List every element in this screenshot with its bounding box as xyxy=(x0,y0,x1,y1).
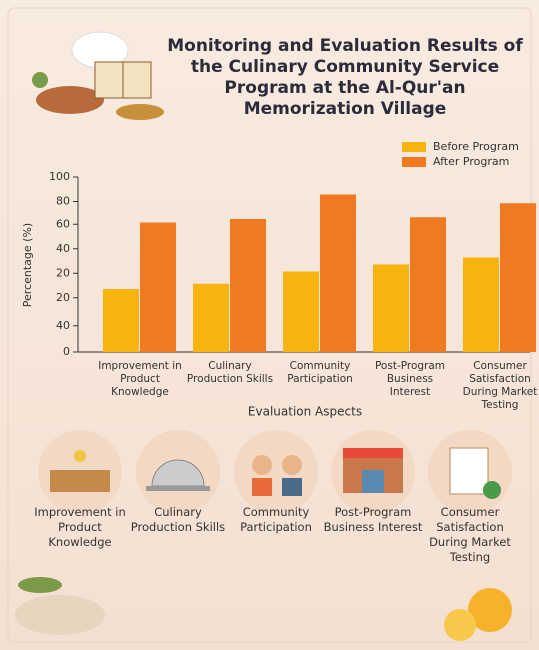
icon-label: Culinary Production Skills xyxy=(130,505,226,534)
x-tick-label: Community Participation xyxy=(287,360,353,385)
y-tick-label: 60 xyxy=(56,217,70,230)
bar xyxy=(230,219,266,352)
y-tick-label: 20 xyxy=(56,266,70,279)
bar xyxy=(463,257,499,352)
footer-illustration xyxy=(15,577,512,641)
y-tick-label: 40 xyxy=(56,319,70,332)
x-tick-label: Post-Program Business Interest xyxy=(374,360,446,398)
bar xyxy=(410,217,446,352)
bar xyxy=(140,222,176,352)
x-axis-label: Evaluation Aspects xyxy=(248,405,362,419)
y-tick-label: 80 xyxy=(56,195,70,208)
bar xyxy=(320,194,356,352)
icon-label: Consumer Satisfaction During Market Test… xyxy=(429,505,511,564)
icons-row xyxy=(38,430,512,514)
legend-label: After Program xyxy=(433,155,509,168)
y-axis-label: Percentage (%) xyxy=(21,223,34,307)
bar xyxy=(283,271,319,352)
x-tick-label: Culinary Production Skills xyxy=(186,360,274,385)
y-tick-label: 100 xyxy=(49,170,70,183)
bar xyxy=(103,289,139,352)
legend-label: Before Program xyxy=(433,140,519,153)
icon-label: Community Participation xyxy=(240,505,312,534)
bar xyxy=(373,264,409,352)
x-tick-label: Consumer Satisfaction During Market Test… xyxy=(462,360,538,411)
y-tick-label: 40 xyxy=(56,242,70,255)
bar xyxy=(193,283,229,352)
y-tick-label: 0 xyxy=(63,345,70,358)
header-illustration xyxy=(32,31,164,120)
icon-label: Post-Program Business Interest xyxy=(323,505,423,534)
y-tick-label: 20 xyxy=(56,291,70,304)
title: Monitoring and Evaluation Results of the… xyxy=(167,36,523,119)
legend-swatch xyxy=(402,142,426,152)
icon-label: Improvement in Product Knowledge xyxy=(34,505,126,549)
x-tick-label: Improvement in Product Knowledge xyxy=(98,360,182,398)
legend-swatch xyxy=(402,157,426,167)
bar xyxy=(500,203,536,352)
